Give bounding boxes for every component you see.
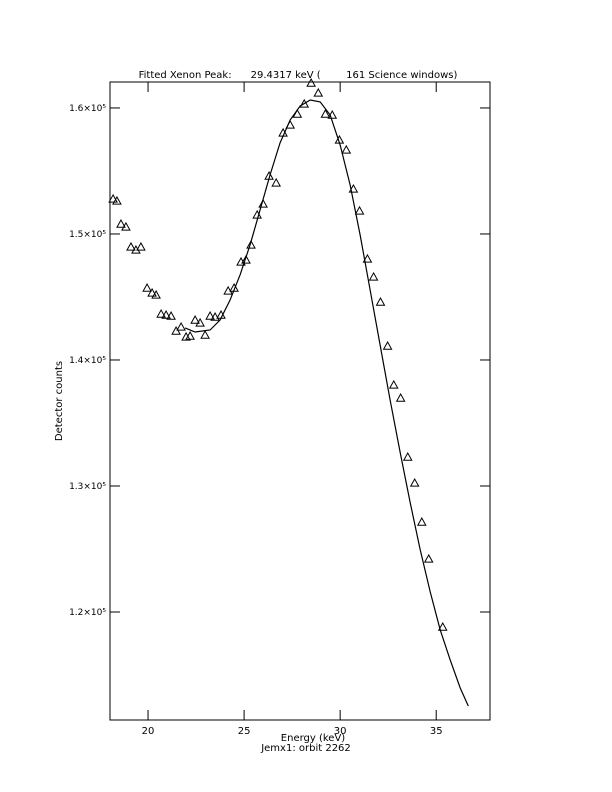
data-point	[409, 477, 420, 487]
data-point	[136, 241, 146, 251]
data-point	[271, 177, 282, 187]
data-point	[205, 310, 215, 320]
y-tick-label: 1.6×10⁵	[69, 104, 106, 114]
footnote: Jemx1: orbit 2262	[260, 743, 351, 754]
data-point	[362, 253, 373, 263]
x-tick-label: 35	[430, 726, 443, 737]
data-point	[126, 241, 136, 251]
x-tick-label: 30	[334, 726, 347, 737]
data-point	[382, 340, 393, 350]
y-tick-label: 1.3×10⁵	[69, 482, 106, 492]
x-tick-label: 25	[238, 726, 251, 737]
data-point	[108, 193, 118, 203]
data-point	[210, 311, 220, 321]
data-point	[147, 287, 157, 297]
data-point	[395, 393, 406, 402]
fit-line	[184, 99, 469, 707]
data-point	[354, 205, 365, 215]
data-point	[375, 296, 386, 306]
data-point	[320, 108, 331, 118]
chart-title: Fitted Xenon Peak: 29.4317 keV ( 161 Sci…	[139, 70, 458, 81]
plot-frame	[109, 81, 491, 721]
data-point	[258, 198, 268, 208]
data-point	[313, 87, 324, 97]
data-point	[190, 315, 200, 324]
data-point	[200, 330, 210, 339]
data-point	[423, 553, 434, 563]
data-point	[195, 317, 205, 327]
y-tick-label: 1.4×10⁵	[69, 356, 106, 366]
data-point	[437, 621, 448, 631]
data-point	[388, 379, 399, 389]
y-axis-label: Detector counts	[54, 361, 65, 441]
data-point	[166, 310, 176, 320]
data-point	[151, 289, 161, 299]
x-tick-label: 20	[142, 726, 155, 737]
x-axis-label: Energy (keV)	[281, 733, 346, 744]
data-point	[306, 77, 316, 87]
data-point	[112, 195, 122, 205]
data-point	[416, 517, 427, 526]
y-tick-label: 1.2×10⁵	[69, 608, 106, 618]
data-point	[246, 239, 256, 249]
data-point	[368, 271, 379, 281]
data-point	[341, 144, 352, 154]
data-point	[299, 98, 310, 108]
data-point	[156, 308, 166, 318]
data-point	[121, 221, 131, 231]
data-point	[241, 254, 251, 264]
data-point	[402, 451, 413, 461]
data-point	[176, 321, 186, 331]
data-point	[185, 331, 195, 340]
data-point	[161, 309, 171, 319]
data-point	[131, 244, 141, 254]
y-tick-label: 1.5×10⁵	[69, 230, 106, 240]
data-point	[116, 218, 126, 228]
data-point	[142, 283, 152, 292]
